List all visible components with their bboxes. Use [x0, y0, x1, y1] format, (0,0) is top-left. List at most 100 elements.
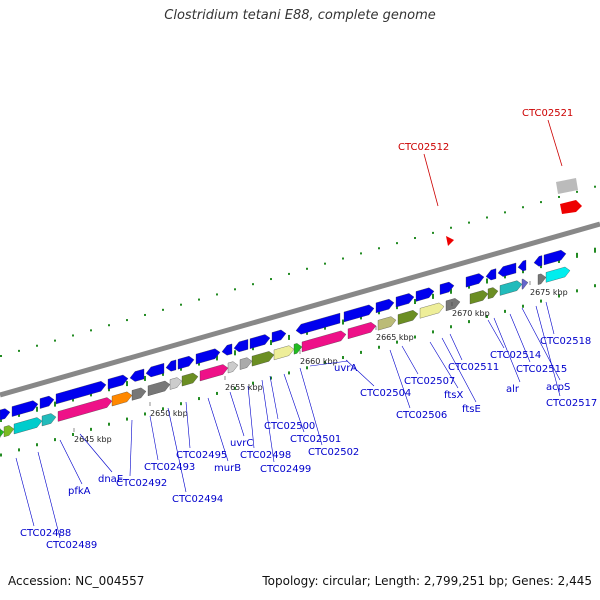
gene-label[interactable]: CTC02515	[516, 364, 567, 375]
gene-label[interactable]: CTC02517	[546, 398, 597, 409]
guide-dot	[450, 288, 452, 294]
gene-arrow[interactable]	[293, 343, 303, 355]
gene-arrow[interactable]	[107, 374, 129, 390]
gene-label[interactable]: CTC02492	[116, 478, 167, 489]
gene-arrow[interactable]	[347, 322, 377, 340]
gene-arrow[interactable]	[537, 273, 547, 285]
gene-label[interactable]: CTC02500	[264, 421, 315, 432]
gene-arrow[interactable]	[145, 363, 165, 378]
gene-arrow[interactable]	[487, 287, 499, 300]
gene-arrow[interactable]	[111, 391, 133, 407]
gene-arrow[interactable]	[147, 380, 171, 397]
gene-label[interactable]: CTC02494	[172, 494, 223, 505]
gene-label[interactable]: CTC02489	[46, 540, 97, 551]
gene-arrow[interactable]	[485, 268, 497, 281]
gene-arrow[interactable]	[165, 359, 177, 372]
guide-dot	[306, 267, 308, 270]
gene-label[interactable]: CTC02495	[176, 450, 227, 461]
gene-arrow[interactable]	[295, 312, 341, 335]
gene-arrow[interactable]	[439, 281, 455, 295]
gene-label[interactable]: pfkA	[68, 486, 91, 497]
gene-arrow[interactable]	[177, 355, 195, 370]
gene-arrow[interactable]	[301, 330, 347, 353]
gene-arrow[interactable]	[249, 334, 271, 349]
gene-label[interactable]: CTC02498	[240, 450, 291, 461]
gene-label[interactable]: CTC02518	[540, 336, 591, 347]
gene-arrow[interactable]	[465, 273, 485, 288]
gene-label[interactable]: CTC02504	[360, 388, 411, 399]
guide-dot	[18, 349, 20, 352]
gene-label[interactable]: CTC02488	[20, 528, 71, 539]
gene-label[interactable]: CTC02501	[290, 434, 341, 445]
gene-label[interactable]: ftsX	[444, 390, 463, 401]
scale-tick-label: 2645 kbp	[74, 435, 112, 444]
gene-label[interactable]: CTC02511	[448, 362, 499, 373]
gene-arrow[interactable]	[0, 427, 5, 439]
gene-arrow-highlight	[560, 200, 582, 214]
gene-arrow[interactable]	[3, 425, 15, 438]
gene-arrow[interactable]	[545, 266, 571, 283]
gene-arrow[interactable]	[395, 293, 415, 308]
gene-arrow[interactable]	[251, 351, 275, 367]
gene-arrow[interactable]	[397, 310, 419, 325]
guide-dot	[54, 438, 56, 442]
gene-arrow[interactable]	[343, 304, 375, 323]
guide-dot	[324, 361, 326, 365]
gene-arrow[interactable]	[469, 290, 489, 305]
scale-tick-label: 2650 kbp	[150, 409, 188, 418]
gene-arrow[interactable]	[227, 361, 239, 374]
gene-arrow[interactable]	[517, 259, 527, 272]
gene-label[interactable]: CTC02499	[260, 464, 311, 475]
guide-dot	[324, 262, 326, 265]
gene-arrow[interactable]	[445, 298, 461, 312]
gene-arrow[interactable]	[521, 278, 529, 290]
guide-dot	[144, 375, 146, 381]
gene-label[interactable]: CTC02506	[396, 410, 447, 421]
gene-arrow[interactable]	[181, 372, 199, 387]
gene-arrow[interactable]	[169, 377, 183, 390]
gene-label[interactable]: CTC02493	[144, 462, 195, 473]
guide-dot	[108, 422, 110, 426]
gene-arrow[interactable]	[239, 357, 253, 370]
gene-label[interactable]: ftsE	[462, 404, 481, 415]
gene-arrow[interactable]	[11, 400, 39, 417]
gene-arrow[interactable]	[199, 364, 229, 382]
gene-arrow[interactable]	[131, 387, 147, 401]
gene-arrow[interactable]	[0, 408, 11, 421]
guide-dot	[306, 366, 308, 370]
gene-arrow[interactable]	[377, 316, 397, 331]
highlight-gene-label[interactable]: CTC02512	[398, 142, 449, 153]
gene-arrow[interactable]	[543, 249, 567, 266]
gene-arrow[interactable]	[233, 339, 249, 353]
gene-arrow[interactable]	[533, 255, 543, 267]
gene-arrow[interactable]	[129, 368, 145, 382]
gene-arrow[interactable]	[39, 395, 55, 409]
gene-arrow[interactable]	[221, 343, 233, 356]
gene-arrow[interactable]	[273, 345, 295, 361]
gene-arrow[interactable]	[41, 413, 57, 427]
gene-label[interactable]: dnaE	[98, 474, 123, 485]
gene-arrow[interactable]	[55, 381, 107, 405]
gene-arrow[interactable]	[13, 417, 43, 435]
highlight-gene-label[interactable]: CTC02521	[522, 108, 573, 119]
gene-arrow[interactable]	[419, 302, 445, 319]
gene-arrow[interactable]	[375, 298, 395, 314]
gene-arrow[interactable]	[499, 280, 523, 296]
gene-label[interactable]: uvrA	[334, 363, 357, 374]
gene-label[interactable]: alr	[506, 384, 520, 395]
gene-label[interactable]: acpS	[546, 382, 570, 393]
gene-arrow[interactable]	[415, 287, 435, 302]
gene-label[interactable]: CTC02502	[308, 447, 359, 458]
guide-dot	[594, 284, 596, 288]
gene-arrow[interactable]	[57, 397, 113, 422]
guide-dot	[270, 376, 272, 380]
gene-arrow[interactable]	[497, 262, 517, 277]
gene-arrow[interactable]	[271, 329, 287, 343]
gene-label[interactable]: uvrC	[230, 438, 253, 449]
gene-label[interactable]: CTC02507	[404, 376, 455, 387]
guide-dot	[378, 247, 380, 250]
gene-arrow[interactable]	[195, 348, 221, 365]
gene-label[interactable]: murB	[214, 463, 241, 474]
gene-label[interactable]: CTC02514	[490, 350, 541, 361]
